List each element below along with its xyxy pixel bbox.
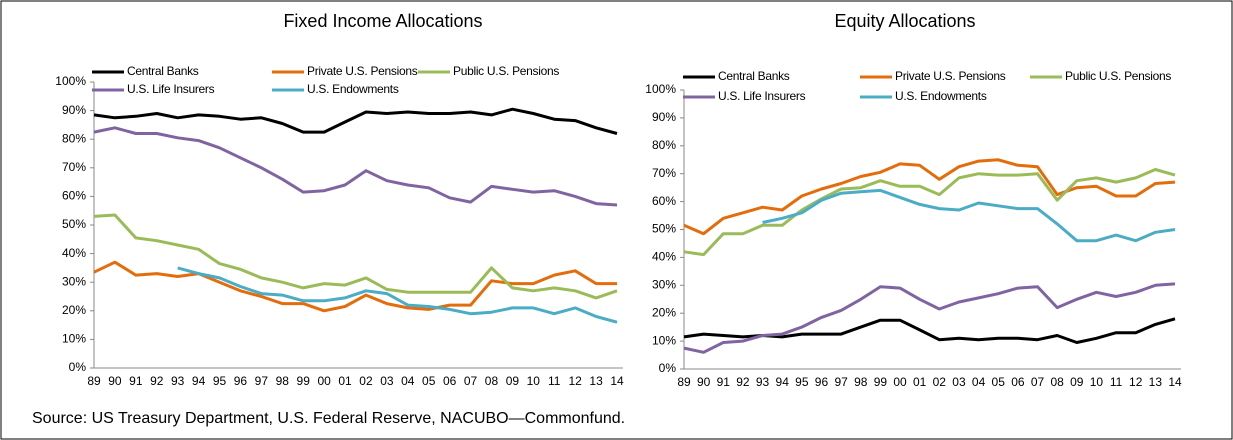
y-tick-label: 50% [62,217,86,231]
series-line [93,107,618,135]
chart-title: Fixed Income Allocations [283,11,482,31]
x-tick-label: 98 [276,374,290,388]
y-tick-label: 0% [659,361,677,375]
legend-label: Private U.S. Pensions [895,69,1006,83]
x-tick-label: 90 [697,375,711,389]
y-tick-label: 10% [62,332,86,346]
x-tick-label: 09 [506,374,520,388]
legend-label: U.S. Life Insurers [718,89,806,103]
series-line [177,266,618,324]
x-tick-label: 94 [776,375,790,389]
x-tick-label: 01 [338,374,352,388]
x-tick-label: 97 [834,375,848,389]
y-tick-label: 100% [645,82,676,96]
x-tick-label: 12 [568,374,582,388]
x-tick-label: 13 [1149,375,1163,389]
y-tick-label: 20% [652,305,676,319]
x-tick-label: 96 [234,374,248,388]
x-tick-label: 91 [129,374,143,388]
x-tick-label: 14 [610,374,624,388]
x-tick-label: 05 [992,375,1006,389]
y-tick-label: 20% [62,303,86,317]
y-tick-label: 80% [62,131,86,145]
series-line [762,188,1176,243]
x-tick-label: 14 [1168,375,1182,389]
x-tick-label: 92 [736,375,750,389]
x-tick-label: 96 [815,375,829,389]
x-tick-label: 90 [108,374,122,388]
x-tick-label: 04 [401,374,415,388]
y-tick-label: 70% [652,166,676,180]
x-tick-label: 04 [972,375,986,389]
legend-label: U.S. Life Insurers [127,82,215,96]
x-tick-label: 12 [1129,375,1143,389]
y-tick-label: 30% [62,274,86,288]
legend-label: U.S. Endowments [307,82,399,96]
y-tick-label: 80% [652,138,676,152]
legend-label: Public U.S. Pensions [1065,69,1171,83]
y-tick-label: 40% [62,246,86,260]
x-tick-label: 89 [87,374,101,388]
x-tick-label: 02 [933,375,947,389]
x-tick-label: 09 [1070,375,1084,389]
series-line [93,213,618,300]
x-tick-label: 93 [756,375,770,389]
y-tick-label: 60% [62,189,86,203]
x-tick-label: 91 [717,375,731,389]
x-tick-label: 00 [893,375,907,389]
x-tick-label: 10 [1090,375,1104,389]
x-tick-label: 07 [1031,375,1045,389]
x-tick-label: 94 [192,374,206,388]
x-tick-label: 08 [1050,375,1064,389]
source-note: Source: US Treasury Department, U.S. Fed… [32,410,625,427]
x-tick-label: 13 [589,374,603,388]
legend-label: Public U.S. Pensions [453,64,559,78]
y-tick-label: 0% [69,360,87,374]
y-tick-label: 60% [652,194,676,208]
legend-label: U.S. Endowments [895,89,987,103]
x-tick-label: 07 [464,374,478,388]
x-tick-label: 99 [297,374,311,388]
series-line [683,158,1176,236]
y-tick-label: 70% [62,160,86,174]
x-tick-label: 03 [380,374,394,388]
x-tick-label: 95 [795,375,809,389]
y-tick-label: 90% [652,110,676,124]
x-tick-label: 99 [874,375,888,389]
y-tick-label: 90% [62,103,86,117]
series-line [93,126,618,207]
y-tick-label: 10% [652,333,676,347]
legend-label: Private U.S. Pensions [307,64,418,78]
legend-label: Central Banks [718,69,790,83]
x-tick-label: 02 [359,374,373,388]
x-tick-label: 05 [422,374,436,388]
x-tick-label: 01 [913,375,927,389]
y-tick-label: 40% [652,250,676,264]
series-line [683,282,1176,354]
x-tick-label: 93 [171,374,185,388]
x-tick-label: 95 [213,374,227,388]
x-tick-label: 89 [677,375,691,389]
y-tick-label: 100% [55,74,86,88]
x-tick-label: 06 [1011,375,1025,389]
chart-title: Equity Allocations [834,11,975,31]
x-tick-label: 11 [548,374,561,388]
x-tick-label: 92 [150,374,164,388]
x-tick-label: 97 [255,374,269,388]
x-tick-label: 06 [443,374,457,388]
x-tick-label: 00 [317,374,331,388]
x-tick-label: 11 [1110,375,1123,389]
x-tick-label: 98 [854,375,868,389]
x-tick-label: 08 [485,374,499,388]
y-tick-label: 50% [652,222,676,236]
y-tick-label: 30% [652,277,676,291]
series-line [93,260,617,313]
x-tick-label: 03 [952,375,966,389]
legend-label: Central Banks [127,64,199,78]
series-line [683,168,1176,257]
x-tick-label: 10 [527,374,541,388]
